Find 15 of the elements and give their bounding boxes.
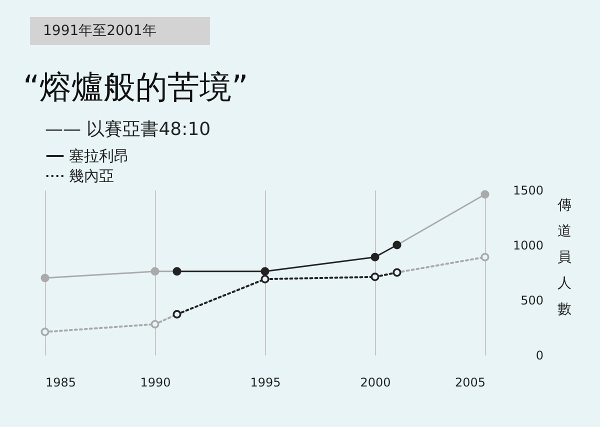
legend-label: 塞拉利昂 <box>69 147 129 165</box>
y2-tick-label: 1000 <box>512 238 544 252</box>
chart-subtitle: —— 以賽亞書48:10 <box>45 119 211 140</box>
x-tick-label: 1995 <box>250 376 281 390</box>
text: 1991年至2001年 <box>43 23 156 39</box>
x-tick-label: 1990 <box>140 376 171 390</box>
chart-title: “熔爐般的苦境” <box>23 68 248 106</box>
y2-tick-label: 0 <box>536 348 544 362</box>
y2-axis-title: 傳道員人數 <box>556 198 572 318</box>
y2-tick-label: 500 <box>520 294 544 308</box>
x-tick-label: 2000 <box>360 376 391 390</box>
x-tick-label: 1985 <box>46 376 76 390</box>
x-tick-label: 2005 <box>454 376 486 390</box>
y2-tick-label: 1500 <box>512 184 544 198</box>
legend-label: 幾內亞 <box>69 167 114 185</box>
